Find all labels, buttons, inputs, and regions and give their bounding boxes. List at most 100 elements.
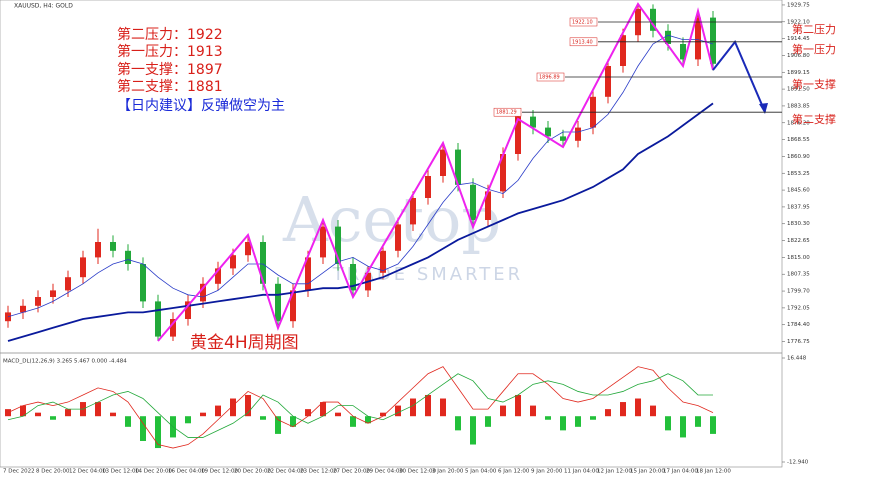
candle-body (20, 305, 26, 313)
x-tick-label: 11 Jan 04:00 (564, 469, 599, 475)
candle-body (620, 35, 626, 66)
macd-bar (140, 416, 146, 441)
macd-bar (320, 402, 326, 417)
annotation: 第一压力：1913 (117, 43, 223, 60)
candle-body (575, 127, 581, 141)
candle-body (680, 44, 686, 60)
candle-body (140, 264, 146, 302)
candle-body (410, 198, 416, 225)
macd-bar (20, 405, 26, 417)
macd-bar (425, 394, 431, 417)
moving-average (7, 34, 714, 318)
candle-body (650, 8, 656, 31)
macd-bar (665, 416, 671, 431)
x-tick-label: 5 Jan 04:00 (465, 469, 497, 475)
level-name: 第一压力 (792, 42, 836, 56)
macd-bar (440, 398, 446, 417)
macd-bar (635, 398, 641, 417)
candle-body (710, 17, 716, 64)
candle-body (50, 290, 56, 297)
x-tick-label: 27 Dec 20:00 (333, 469, 370, 475)
macd-bar (185, 416, 191, 424)
y-tick-label: 1792.05 (787, 305, 810, 311)
macd-line (7, 373, 713, 438)
y-tick-label: 1860.90 (787, 154, 810, 160)
macd-bar (110, 412, 116, 417)
y-tick-label: 1883.85 (787, 103, 810, 109)
macd-bar (125, 416, 131, 427)
macd-line (7, 366, 714, 449)
level-tag-box (569, 17, 598, 27)
macd-bar (65, 409, 71, 417)
candle-body (395, 224, 401, 251)
macd-bar (305, 409, 311, 417)
annotation: 第二压力：1922 (117, 26, 223, 43)
x-tick-label: 18 Jan 12:00 (696, 469, 731, 475)
x-tick-label: 3 Jan 20:00 (432, 469, 464, 475)
macd-bar (410, 398, 416, 417)
y-tick-label: 1830.30 (787, 221, 810, 227)
candle-body (245, 242, 251, 256)
candle-body (170, 319, 176, 337)
y-tick-label: 1922.10 (787, 19, 810, 25)
macd-bar (50, 416, 56, 420)
candle-body (500, 154, 506, 192)
candle-body (695, 17, 701, 60)
arrow-head (759, 103, 768, 114)
macd-bar (500, 405, 506, 417)
macd-bar (215, 405, 221, 417)
x-tick-label: 7 Dec 2022 (3, 469, 35, 475)
x-tick-label: 17 Jan 04:00 (663, 469, 698, 475)
macd-bar (470, 416, 476, 445)
y-tick-label: -12.940 (787, 460, 809, 466)
macd-bar (680, 416, 686, 438)
y-tick-label: 1837.95 (787, 204, 810, 210)
level-name: 第二支撑 (792, 112, 836, 126)
macd-bar (290, 416, 296, 427)
y-tick-label: 1776.75 (787, 339, 810, 345)
macd-bar (485, 416, 491, 427)
macd-bar (530, 405, 536, 417)
candle-body (530, 116, 536, 128)
level-tag-box (569, 37, 598, 47)
macd-bar (620, 402, 626, 417)
candle-body (545, 127, 551, 137)
candle-body (155, 301, 161, 337)
candle-body (425, 176, 431, 198)
candle-body (515, 116, 521, 154)
x-tick-label: 8 Dec 20:00 (36, 469, 70, 475)
macd-title: MACD_DL(12,26,9) 3.265 5.467 0.000 -4.48… (3, 359, 127, 365)
y-tick-label: 1853.25 (787, 171, 810, 177)
y-tick-label: 1876.20 (787, 120, 810, 126)
macd-bar (710, 416, 716, 434)
macd-bar (245, 394, 251, 417)
y-tick-label: 1929.75 (787, 2, 810, 8)
candle-body (560, 136, 566, 141)
level-tag-box (536, 72, 565, 82)
annotation: 第一支撑：1897 (117, 61, 223, 78)
y-tick-label: 1914.45 (787, 36, 810, 42)
macd-bar (260, 416, 266, 420)
level-tag: 1922.10 (572, 20, 593, 26)
candle-body (320, 226, 326, 258)
candle-body (485, 191, 491, 220)
macd-bar (545, 416, 551, 420)
x-tick-label: 12 Dec 04:00 (69, 469, 106, 475)
y-tick-label: 16.448 (787, 356, 807, 362)
x-tick-label: 12 Jan 12:00 (597, 469, 632, 475)
macd-bar (605, 409, 611, 417)
candle-body (470, 184, 476, 220)
symbol-title: XAUUSD, H4: GOLD (14, 3, 73, 10)
candle-body (185, 301, 191, 319)
x-tick-label: 9 Jan 20:00 (531, 469, 563, 475)
macd-bar (5, 409, 11, 417)
x-tick-label: 22 Dec 04:00 (267, 469, 304, 475)
x-tick-label: 20 Dec 20:00 (234, 469, 271, 475)
x-tick-label: 15 Jan 20:00 (630, 469, 665, 475)
candle-body (80, 257, 86, 278)
annotation: 第二支撑：1881 (117, 78, 223, 95)
y-tick-label: 1815.00 (787, 255, 810, 261)
level-name: 第二压力 (792, 22, 836, 36)
candle-body (305, 257, 311, 291)
